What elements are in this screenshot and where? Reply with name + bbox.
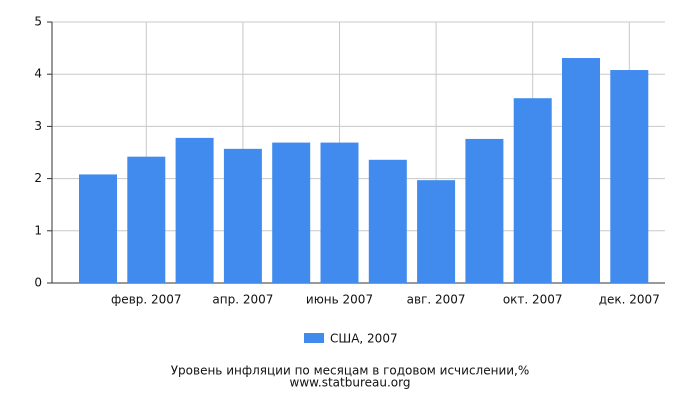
bar	[79, 174, 117, 283]
chart-title: Уровень инфляции по месяцам в годовом ис…	[171, 364, 530, 378]
bar	[320, 142, 359, 283]
legend-swatch	[304, 333, 324, 343]
x-tick-label: июнь 2007	[306, 293, 373, 307]
bar	[127, 156, 166, 283]
bar	[368, 159, 407, 283]
x-tick-label: авг. 2007	[407, 293, 466, 307]
y-tick-label: 4	[34, 67, 42, 81]
bar	[513, 98, 552, 283]
x-tick-label: дек. 2007	[599, 293, 660, 307]
bar	[272, 142, 311, 283]
bar	[610, 70, 649, 283]
bar	[417, 180, 456, 283]
bar	[465, 138, 504, 283]
y-tick-label: 5	[34, 15, 42, 29]
chart-source: www.statbureau.org	[290, 376, 411, 390]
y-tick-label: 1	[34, 223, 42, 237]
x-tick-label: апр. 2007	[212, 293, 273, 307]
y-tick-label: 2	[34, 171, 42, 185]
bar	[175, 137, 214, 283]
bar	[562, 58, 600, 283]
y-tick-label: 0	[34, 276, 42, 290]
legend-label: США, 2007	[330, 332, 398, 346]
y-tick-label: 3	[34, 119, 42, 133]
bar	[223, 148, 262, 283]
x-tick-label: окт. 2007	[503, 293, 563, 307]
x-tick-label: февр. 2007	[111, 293, 182, 307]
